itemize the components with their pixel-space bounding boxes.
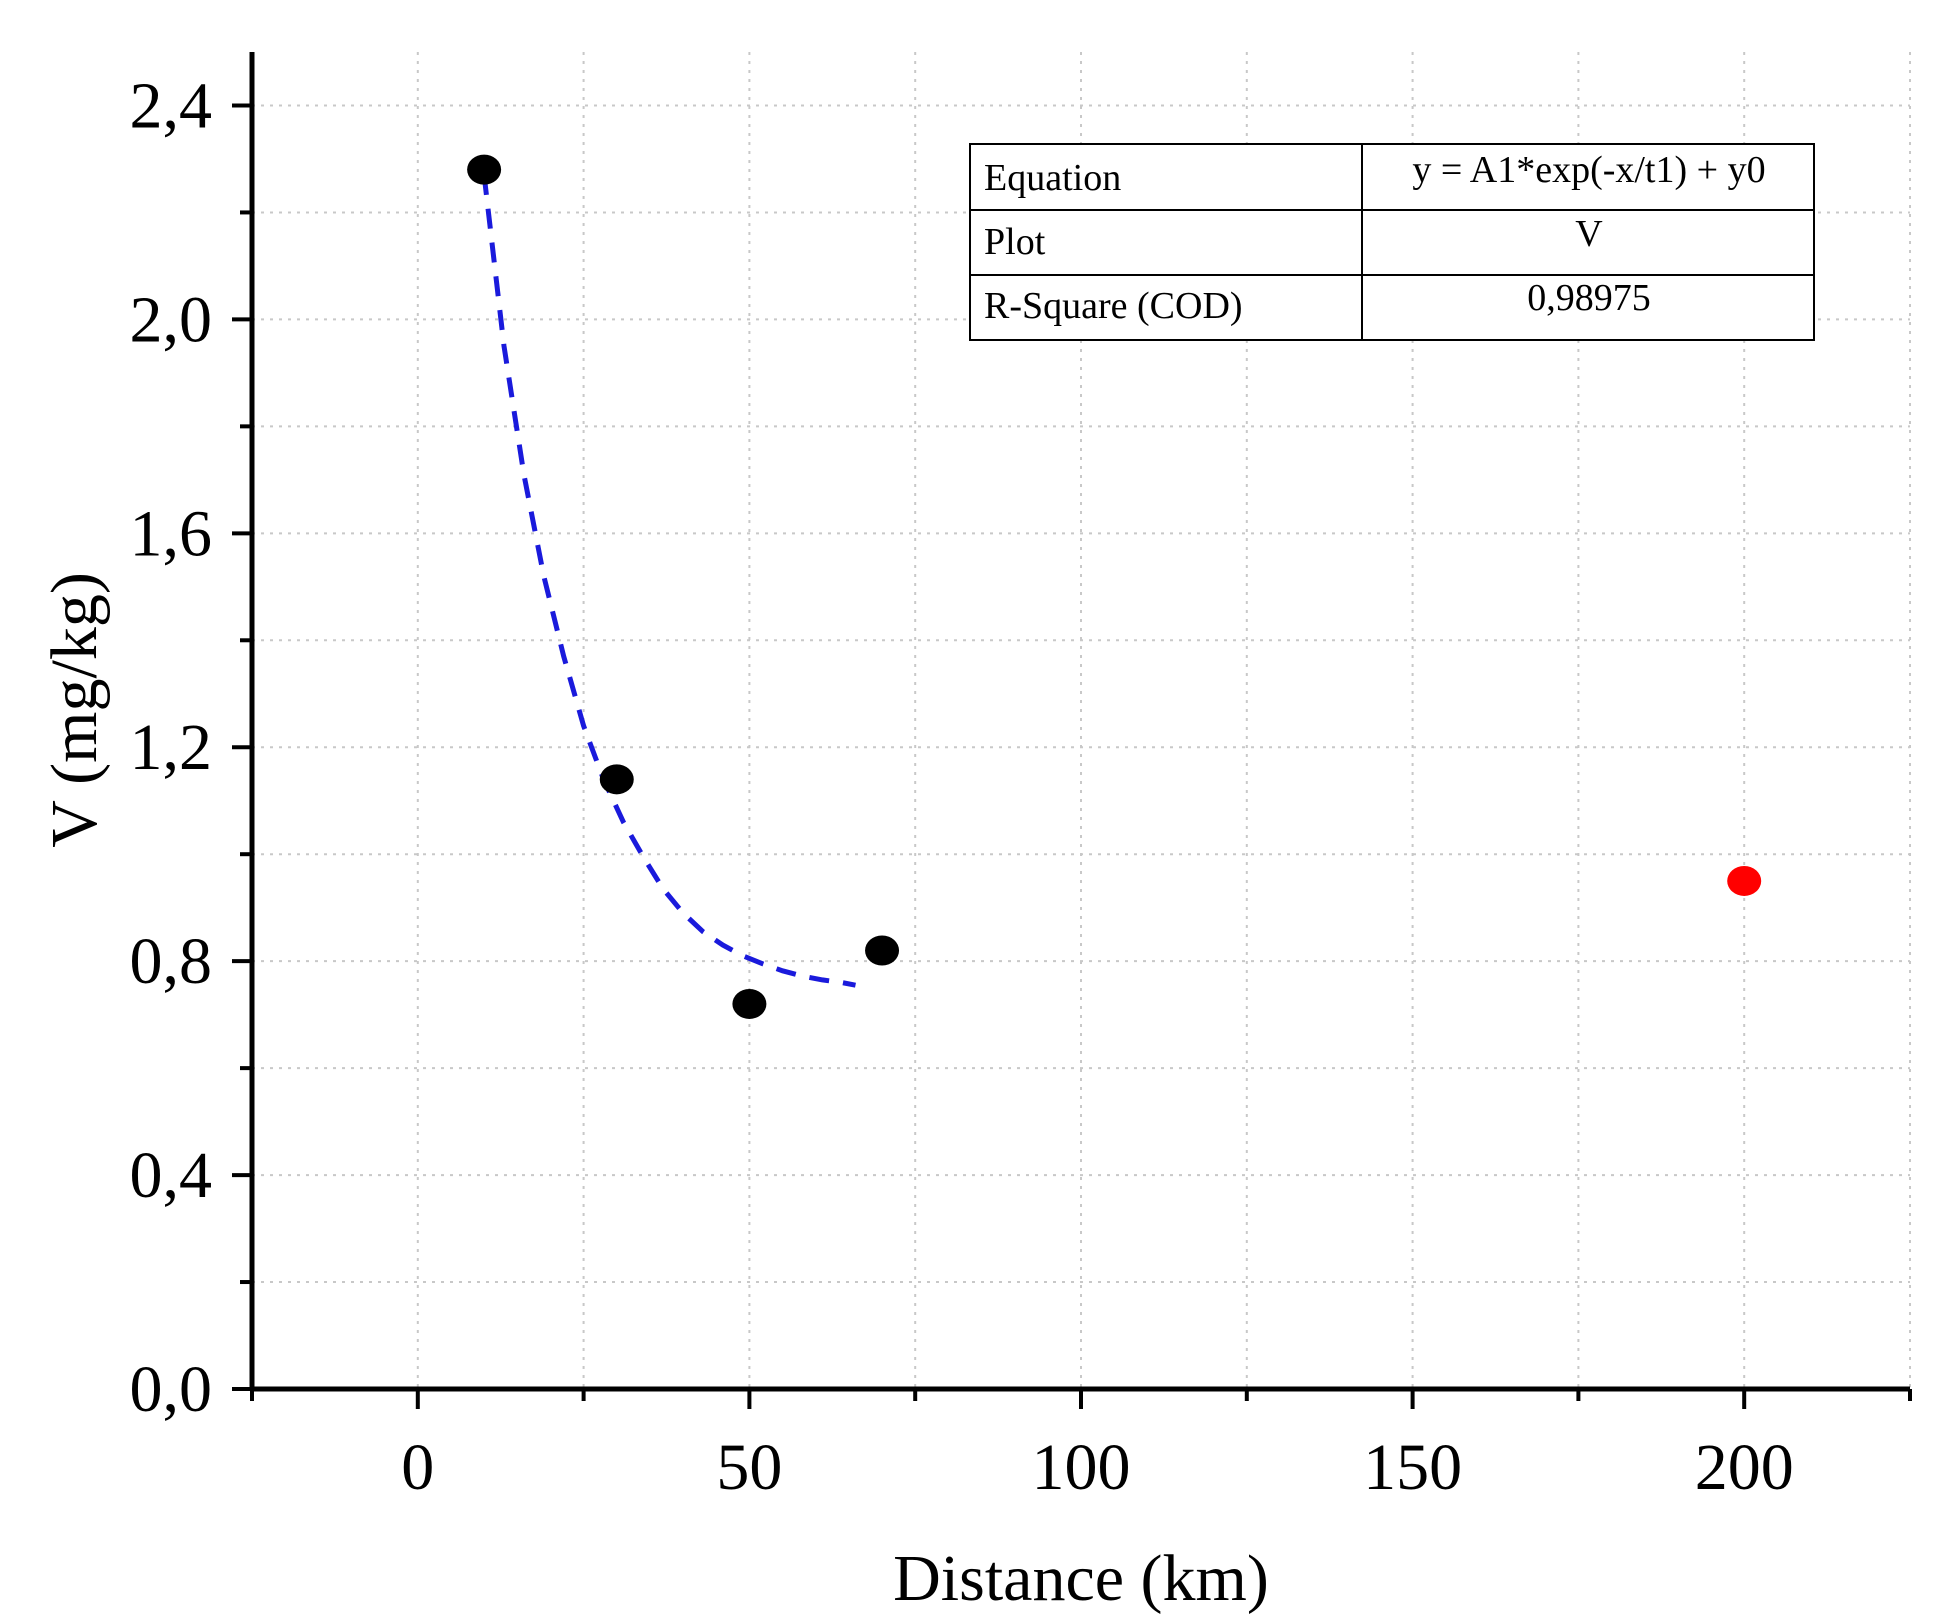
y-tick-label: 1,6 [130, 497, 213, 570]
data-point [732, 988, 767, 1019]
data-point [467, 154, 502, 185]
data-point [865, 935, 900, 966]
x-tick-label: 100 [1032, 1431, 1131, 1504]
legend-table-border [969, 143, 1815, 341]
y-tick-label: 0,0 [130, 1353, 213, 1426]
y-axis-title: V (mg/kg) [38, 572, 111, 848]
fit-curve [481, 174, 856, 988]
legend-table: Equation y = A1*exp(-x/t1) + y0 Plot V R… [969, 143, 1815, 341]
axis-ticks [232, 103, 1912, 1409]
legend-label-plot: Plot [984, 221, 1046, 263]
legend-value-plot: V [1575, 213, 1603, 255]
legend-value-rsquare: 0,98975 [1527, 277, 1651, 319]
y-tick-label: 0,4 [130, 1139, 213, 1212]
data-point [599, 764, 634, 795]
legend-value-equation: y = A1*exp(-x/t1) + y0 [1412, 149, 1765, 191]
x-tick-label: 50 [716, 1431, 782, 1504]
x-axis-title: Distance (km) [893, 1542, 1269, 1615]
legend-label-rsquare: R-Square (COD) [984, 285, 1243, 327]
data-point [1727, 865, 1762, 896]
y-tick-label: 0,8 [130, 925, 213, 998]
grid-lines [252, 52, 1911, 1389]
x-tick-label: 200 [1695, 1431, 1794, 1504]
x-tick-label: 0 [401, 1431, 434, 1504]
y-tick-label: 2,0 [130, 283, 213, 356]
tick-labels: 0 50 100 150 200 0,0 0,4 0,8 1,2 1,6 2,0 2,4 [130, 69, 1794, 1504]
y-tick-label: 2,4 [130, 69, 213, 142]
y-tick-label: 1,2 [130, 711, 213, 784]
x-tick-label: 150 [1363, 1431, 1462, 1504]
legend-label-equation: Equation [984, 157, 1121, 199]
data-points [467, 154, 1762, 1019]
fit-curve-layer [481, 174, 856, 988]
